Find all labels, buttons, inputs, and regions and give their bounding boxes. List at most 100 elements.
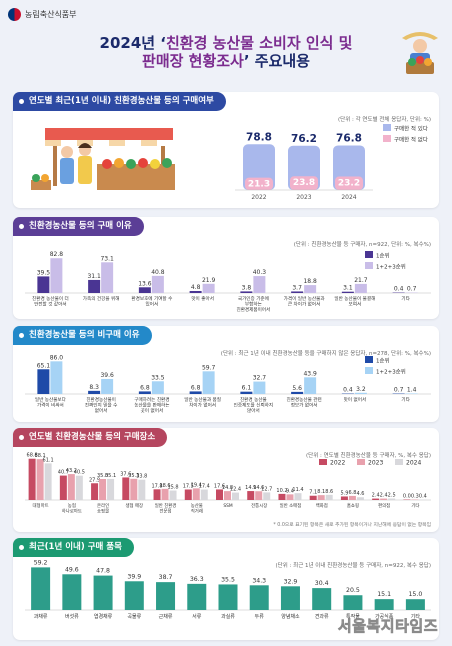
bar-1 (91, 483, 99, 500)
value-label: 2.4 (380, 493, 388, 499)
bar (343, 595, 363, 610)
bar (280, 586, 300, 610)
value-label: 12.4 (230, 487, 241, 493)
bar (374, 599, 394, 610)
bar-3 (356, 497, 364, 500)
x-tick-label: 친환경농산물이 진짜인지 믿을 수 없어서 (85, 396, 118, 414)
value-label: 3.2 (356, 386, 366, 393)
bar-1 (291, 291, 304, 293)
bar-not-purchased (290, 176, 318, 190)
x-tick-label: 국가인증 기준에 부합하는 친환경제품이어서 (236, 295, 270, 313)
bar (31, 567, 51, 610)
title-highlight-2: 판매장 현황조사 (142, 52, 244, 70)
value-label: 33.5 (151, 374, 165, 381)
value-label-purchased: 78.8 (246, 131, 272, 143)
bar-2 (405, 393, 418, 394)
bar (187, 583, 207, 610)
x-tick-label: 생협 매장 (126, 502, 144, 509)
legend-label: 1순위 (376, 252, 390, 260)
bar-2 (130, 478, 138, 500)
x-tick-label: 일반 친환경 전문점 (155, 502, 177, 514)
value-label: 68.1 (35, 453, 46, 459)
value-label: 0.4 (419, 494, 427, 500)
bar-1 (88, 390, 101, 394)
bar-2 (354, 392, 367, 394)
page-title-line1: 2024년 ‘친환경 농산물 소비자 인식 및 (0, 34, 452, 52)
value-label-purchased: 76.2 (291, 133, 317, 145)
bar-1 (88, 279, 101, 293)
bar-1 (278, 493, 286, 500)
value-label: 8.3 (89, 384, 99, 391)
panel-nonpurchase-reasons: 친환경농산물 등의 비구매 이유 (단위 : 최근 1년 이내 친환경농산물 등… (13, 326, 439, 422)
value-label: 43.2 (66, 468, 77, 474)
x-tick-label: 일반 농산물이 불결해 보여서 (334, 295, 375, 308)
bar-2 (202, 371, 215, 394)
x-tick-label: 가격이 일반 농산물과 큰 차이가 없어서 (284, 295, 326, 308)
x-tick-label: SSM (223, 503, 233, 509)
legend-swatch (365, 262, 373, 269)
x-tick-label: 견과류 (315, 613, 329, 620)
bar-2 (151, 275, 164, 293)
x-tick-label: 기타 (411, 502, 419, 509)
x-tick-label: 근채류 (159, 613, 173, 620)
bar-1 (59, 475, 67, 500)
value-label: 73.1 (100, 255, 114, 262)
bar-2 (36, 459, 44, 500)
bar-3 (200, 489, 208, 500)
value-label: 8.6 (325, 489, 333, 495)
value-label: 1.4 (407, 386, 417, 393)
value-label: 17.8 (151, 483, 162, 489)
value-label: 17.4 (199, 484, 210, 490)
bar-2 (380, 498, 388, 500)
bar-1 (341, 291, 354, 293)
legend-label: 구매한 적 있다 (394, 125, 428, 133)
x-tick-label: 과채류 (34, 613, 48, 620)
value-label: 6.8 (140, 384, 150, 391)
x-tick-label: 기타 (401, 396, 410, 403)
bar-1 (184, 489, 192, 500)
x-tick-label: 기타 (401, 295, 410, 302)
value-label: 3.7 (292, 284, 302, 291)
title-prefix: 2024년 ‘ (99, 34, 166, 52)
legend-swatch (365, 356, 373, 363)
bar (405, 599, 425, 610)
bar-1 (247, 491, 255, 500)
value-label: 9.4 (286, 488, 294, 494)
value-label: 18.6 (159, 483, 170, 489)
bar-2 (286, 494, 294, 500)
x-tick-label: 백화점 (316, 502, 328, 509)
legend-label: 2023 (368, 460, 383, 467)
value-label: 59.7 (202, 364, 216, 371)
bar-3 (294, 493, 302, 500)
legend-label: 1순위 (376, 357, 390, 365)
bar-3 (263, 492, 271, 500)
bar-1 (37, 369, 50, 394)
value-label: 10.2 (276, 488, 287, 494)
legend-swatch (365, 367, 373, 374)
bar-3 (325, 494, 333, 500)
bar-2 (161, 488, 169, 500)
bar-2 (354, 283, 367, 293)
bar-2 (224, 491, 231, 500)
x-tick-label: 특작물 (346, 613, 360, 620)
legend-swatch (395, 459, 403, 465)
value-label: 61.1 (43, 457, 54, 463)
panel-purchase-items-note: (단위 : 최근 1년 이내 친환경농산물 등 구매자, n=922, 복수 응… (275, 563, 431, 569)
value-label: 68.8 (27, 453, 38, 459)
x-tick-label: 농협 하나로마트 (62, 502, 82, 514)
value-label: 21.7 (354, 277, 368, 284)
bar-2 (50, 361, 63, 394)
bar-1 (309, 495, 317, 500)
x-tick-label: 친환경 농산물 인증제도를 신뢰하지 않아서 (234, 396, 274, 414)
bar-not-purchased (245, 177, 273, 190)
value-label: 14.8 (222, 485, 233, 491)
chart-nonpurchase-reasons: 65.186.0 일반 농산물보다 가격이 비싸서 8.339.6 친환경농산물이 진짜인… (25, 354, 431, 414)
bar-2 (253, 276, 266, 293)
legend-swatch (383, 135, 391, 142)
bar-1 (153, 489, 161, 500)
bar-1 (122, 477, 130, 500)
title-suffix: ’ 주요내용 (243, 52, 310, 70)
value-label: 47.8 (96, 568, 110, 575)
bar-1 (138, 391, 151, 394)
value-label: 14.6 (253, 485, 264, 491)
